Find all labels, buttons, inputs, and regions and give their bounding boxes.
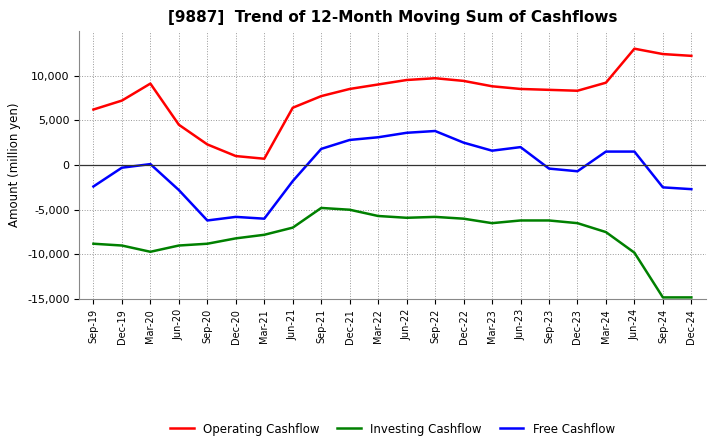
- Operating Cashflow: [174, 122, 183, 128]
- Free Cashflow: [260, 216, 269, 221]
- Operating Cashflow: [232, 154, 240, 159]
- Free Cashflow: [602, 149, 611, 154]
- Investing Cashflow: [573, 220, 582, 226]
- Free Cashflow: [346, 137, 354, 143]
- Free Cashflow: [89, 184, 98, 189]
- Free Cashflow: [516, 144, 525, 150]
- Free Cashflow: [431, 128, 439, 134]
- Free Cashflow: [374, 135, 382, 140]
- Operating Cashflow: [402, 77, 411, 83]
- Investing Cashflow: [346, 207, 354, 213]
- Operating Cashflow: [545, 87, 554, 92]
- Free Cashflow: [232, 214, 240, 220]
- Investing Cashflow: [374, 213, 382, 219]
- Operating Cashflow: [374, 82, 382, 87]
- Operating Cashflow: [117, 98, 126, 103]
- Operating Cashflow: [317, 93, 325, 99]
- Investing Cashflow: [431, 214, 439, 220]
- Line: Free Cashflow: Free Cashflow: [94, 131, 691, 220]
- Free Cashflow: [630, 149, 639, 154]
- Operating Cashflow: [431, 76, 439, 81]
- Operating Cashflow: [659, 51, 667, 57]
- Investing Cashflow: [659, 295, 667, 300]
- Investing Cashflow: [203, 241, 212, 246]
- Free Cashflow: [174, 187, 183, 193]
- Operating Cashflow: [146, 81, 155, 86]
- Operating Cashflow: [687, 53, 696, 59]
- Free Cashflow: [573, 169, 582, 174]
- Operating Cashflow: [289, 105, 297, 110]
- Operating Cashflow: [573, 88, 582, 93]
- Investing Cashflow: [89, 241, 98, 246]
- Investing Cashflow: [289, 225, 297, 230]
- Legend: Operating Cashflow, Investing Cashflow, Free Cashflow: Operating Cashflow, Investing Cashflow, …: [166, 418, 619, 440]
- Line: Investing Cashflow: Investing Cashflow: [94, 208, 691, 297]
- Investing Cashflow: [602, 230, 611, 235]
- Operating Cashflow: [260, 156, 269, 161]
- Free Cashflow: [402, 130, 411, 136]
- Investing Cashflow: [487, 220, 496, 226]
- Investing Cashflow: [146, 249, 155, 254]
- Free Cashflow: [117, 165, 126, 170]
- Operating Cashflow: [346, 86, 354, 92]
- Free Cashflow: [687, 187, 696, 192]
- Investing Cashflow: [117, 243, 126, 248]
- Free Cashflow: [545, 166, 554, 171]
- Investing Cashflow: [687, 295, 696, 300]
- Operating Cashflow: [630, 46, 639, 51]
- Investing Cashflow: [630, 250, 639, 255]
- Y-axis label: Amount (million yen): Amount (million yen): [9, 103, 22, 227]
- Investing Cashflow: [545, 218, 554, 223]
- Free Cashflow: [659, 185, 667, 190]
- Operating Cashflow: [487, 84, 496, 89]
- Investing Cashflow: [260, 232, 269, 238]
- Title: [9887]  Trend of 12-Month Moving Sum of Cashflows: [9887] Trend of 12-Month Moving Sum of C…: [168, 11, 617, 26]
- Investing Cashflow: [516, 218, 525, 223]
- Free Cashflow: [289, 179, 297, 184]
- Investing Cashflow: [232, 236, 240, 241]
- Operating Cashflow: [602, 80, 611, 85]
- Free Cashflow: [203, 218, 212, 223]
- Free Cashflow: [487, 148, 496, 153]
- Operating Cashflow: [516, 86, 525, 92]
- Free Cashflow: [317, 146, 325, 151]
- Operating Cashflow: [459, 78, 468, 84]
- Investing Cashflow: [174, 243, 183, 248]
- Investing Cashflow: [402, 215, 411, 220]
- Investing Cashflow: [459, 216, 468, 221]
- Investing Cashflow: [317, 205, 325, 211]
- Line: Operating Cashflow: Operating Cashflow: [94, 49, 691, 159]
- Free Cashflow: [459, 140, 468, 145]
- Free Cashflow: [146, 161, 155, 167]
- Operating Cashflow: [89, 107, 98, 112]
- Operating Cashflow: [203, 142, 212, 147]
